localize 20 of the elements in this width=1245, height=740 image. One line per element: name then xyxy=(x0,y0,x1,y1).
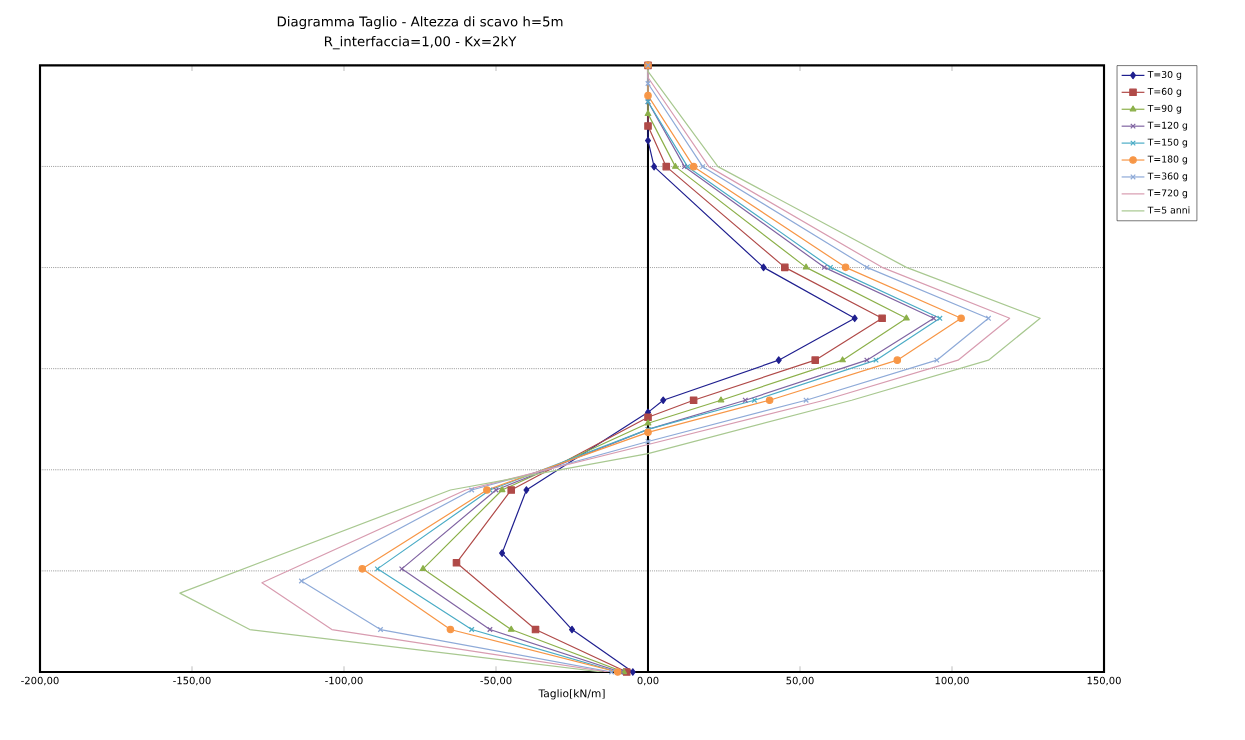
legend-label: T=180 g xyxy=(1147,155,1188,165)
x-tick-label: 0,00 xyxy=(637,676,659,686)
legend-label: T=150 g xyxy=(1147,138,1188,148)
x-tick-label: -150,00 xyxy=(173,676,211,686)
x-tick-label: 100,00 xyxy=(935,676,969,686)
x-tick-label: -50,00 xyxy=(480,676,512,686)
legend-label: T=5 anni xyxy=(1147,206,1190,214)
x-tick-label: 50,00 xyxy=(786,676,814,686)
legend-label: T=60 g xyxy=(1147,87,1182,97)
x-tick-label: -200,00 xyxy=(21,676,59,686)
legend-label: T=30 g xyxy=(1147,70,1182,80)
x-axis-title: Taglio[kN/m] xyxy=(538,689,605,700)
x-tick-label: 150,00 xyxy=(1087,676,1121,686)
legend-label: T=90 g xyxy=(1147,104,1182,114)
legend-label: T=120 g xyxy=(1147,121,1188,131)
x-tick-label: -100,00 xyxy=(325,676,363,686)
chart-title: Diagramma Taglio - Altezza di scavo h=5m xyxy=(277,16,563,30)
legend-label: T=360 g xyxy=(1147,172,1188,182)
legend-label: T=720 g xyxy=(1147,189,1188,199)
chart-subtitle: R_interfaccia=1,00 - Kx=2kY xyxy=(324,36,517,50)
